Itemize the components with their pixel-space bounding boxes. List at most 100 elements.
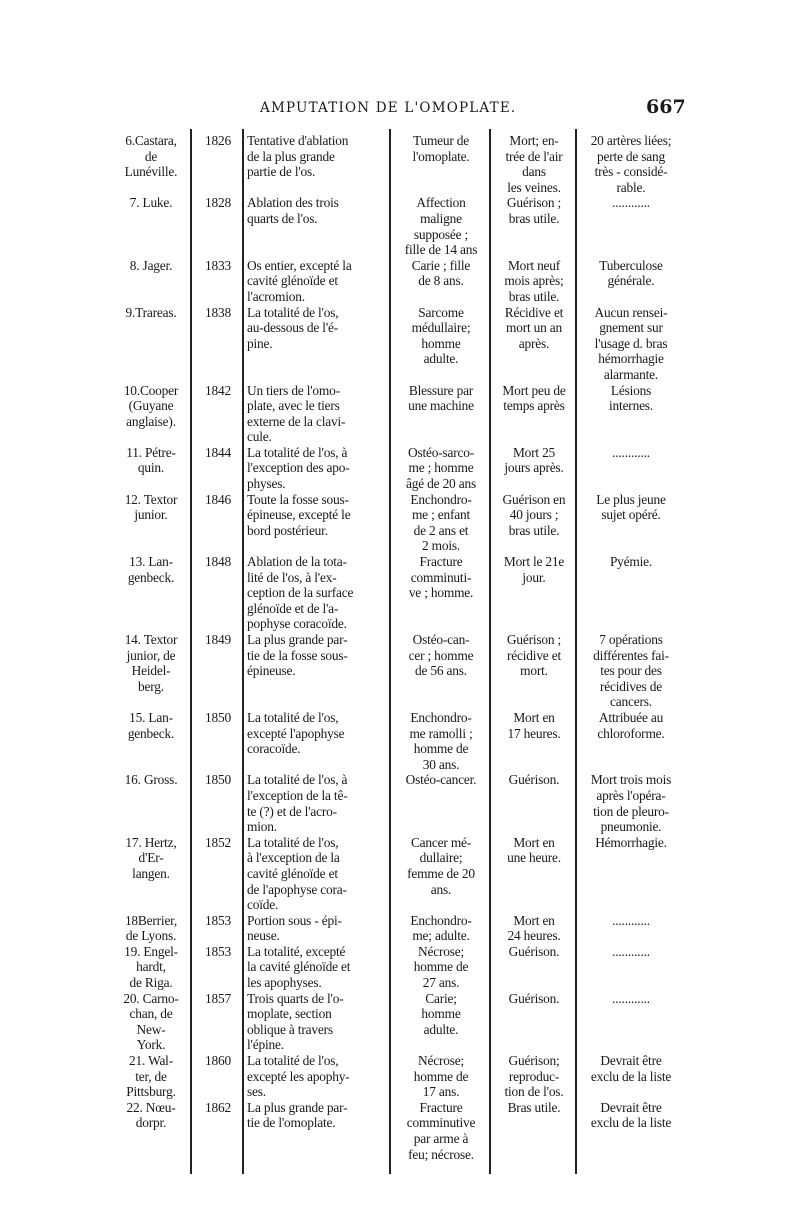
operation-cell: La totalité, excepté la cavité glénoïde …	[247, 943, 351, 991]
cause-cell: Nécrose; homme de 17 ans.	[413, 1053, 469, 1100]
operation-cell: La totalité de l'os, à l'exception de la…	[247, 772, 348, 835]
remarks-cell: Devrait être exclu de la liste	[590, 1053, 672, 1084]
table-row: 22. Nœu- dorpr. 1862 La plus grande par- t…	[0, 1100, 800, 1162]
case-name-cell: 10.Cooper (Guyane anglaise).	[123, 382, 179, 429]
operation-cell: La totalité de l'os, excepté les apophy-…	[247, 1053, 350, 1100]
result-cell: Bras utile.	[507, 1099, 561, 1115]
operation-cell: Tentative d'ablation de la plus grande p…	[247, 133, 349, 180]
table-row: 21. Wal- ter, de Pittsburg. 1860 La totali…	[0, 1053, 800, 1100]
case-name-cell: 14. Textor junior, de Heidel- berg.	[124, 632, 178, 694]
table-row: 12. Textor junior. 1846 Toute la fosse sou…	[0, 492, 800, 554]
cases-table: 6.Castara, de Lunéville. 1826 Tentative d'…	[0, 129, 800, 1175]
case-name-cell: 12. Textor junior.	[124, 491, 178, 523]
operation-cell: Portion sous - épi- neuse.	[247, 912, 342, 944]
result-cell: Mort; en- trée de l'air dans les veines.	[505, 133, 563, 195]
remarks-cell: Aucun rensei- gnement sur l'usage d. bra…	[594, 304, 668, 382]
case-name-cell: 11. Pétre- quin.	[126, 444, 176, 476]
table-row: 8. Jager. 1833 Os entier, excepté la cavit…	[0, 258, 800, 305]
remarks-cell: Devrait être exclu de la liste	[590, 1099, 672, 1131]
table-row: 18Berrier, de Lyons. 1853 Portion sous - é…	[0, 913, 800, 944]
year-cell: 1857	[205, 990, 231, 1006]
column-rule	[489, 129, 491, 1175]
result-cell: Mort le 21e jour.	[503, 554, 565, 585]
case-name-cell: 19. Engel- hardt, de Riga.	[124, 943, 178, 991]
operation-cell: La totalité de l'os, au-dessous de l'é- …	[247, 304, 339, 351]
operation-cell: Ablation des trois quarts de l'os.	[247, 195, 339, 226]
cause-cell: Fracture comminuti- ve ; homme.	[408, 554, 474, 601]
operation-cell: Un tiers de l'omo- plate, avec le tiers …	[247, 382, 346, 445]
year-cell: 1850	[205, 709, 231, 725]
cause-cell: Sarcome médullaire; homme adulte.	[411, 304, 471, 367]
case-name-cell: 9.Trareas.	[125, 304, 177, 320]
result-cell: Récidive et mort un an après.	[504, 304, 564, 351]
column-rule	[389, 129, 391, 1175]
running-head: AMPUTATION DE L'OMOPLATE.	[260, 100, 517, 116]
case-name-cell: 13. Lan- genbeck.	[127, 554, 175, 585]
remarks-cell: 20 artères liées; perte de sang très - c…	[590, 133, 672, 195]
result-cell: Mort en 24 heures.	[507, 912, 561, 944]
case-name-cell: 22. Nœu- dorpr.	[126, 1099, 176, 1131]
year-cell: 1849	[205, 632, 231, 647]
operation-cell: La plus grande par- tie de l'omoplate.	[247, 1099, 348, 1131]
remarks-cell: ............	[612, 943, 650, 959]
case-name-cell: 16. Gross.	[124, 772, 178, 788]
year-cell: 1860	[205, 1053, 231, 1069]
cause-cell: Tumeur de l'omoplate.	[412, 133, 470, 164]
case-name-cell: 18Berrier, de Lyons.	[124, 912, 178, 944]
remarks-cell: Hémorrhagie.	[595, 834, 667, 850]
result-cell: Mort en 17 heures.	[507, 709, 561, 741]
remarks-cell: Attribuée au chloroforme.	[597, 709, 665, 741]
cause-cell: Ostéo-cancer.	[405, 772, 477, 788]
operation-cell: La plus grande par- tie de la fosse sous…	[247, 632, 348, 679]
year-cell: 1828	[205, 195, 231, 211]
table-row: 17. Hertz, d'Er- langen. 1852 La totalité …	[0, 835, 800, 913]
remarks-cell: Tuberculose générale.	[599, 257, 663, 289]
cause-cell: Cancer mé- dullaire; femme de 20 ans.	[407, 834, 475, 897]
case-name-cell: 8. Jager.	[129, 257, 173, 273]
table-row: 15. Lan- genbeck. 1850 La totalité de l'os…	[0, 710, 800, 772]
cause-cell: Nécrose; homme de 27 ans.	[413, 943, 469, 991]
year-cell: 1833	[205, 257, 231, 273]
table-row: 13. Lan- genbeck. 1848 Ablation de la tota…	[0, 554, 800, 632]
table-row: 14. Textor junior, de Heidel- berg. 1849 L…	[0, 632, 800, 710]
cause-cell: Affection maligne supposée ; fille de 14…	[404, 195, 478, 258]
result-cell: Guérison ; récidive et mort.	[506, 632, 562, 679]
column-rule	[575, 129, 577, 1175]
table-row: 9.Trareas. 1838 La totalité de l'os, au-de…	[0, 305, 800, 383]
cause-cell: Ostéo-can- cer ; homme de 56 ans.	[408, 632, 474, 679]
case-name-cell: 20. Carno- chan, de New- York.	[123, 990, 179, 1053]
result-cell: Guérison; reproduc- tion de l'os.	[504, 1053, 564, 1100]
remarks-cell: Lésions internes.	[609, 382, 653, 414]
column-rule	[190, 129, 192, 1175]
remarks-cell: Mort trois mois après l'opéra- tion de p…	[590, 772, 672, 835]
operation-cell: Toute la fosse sous- épineuse, excepté l…	[247, 491, 351, 538]
cause-cell: Fracture comminutive par arme à feu; néc…	[406, 1099, 476, 1162]
result-cell: Guérison.	[508, 990, 560, 1006]
remarks-cell: ............	[612, 990, 650, 1006]
year-cell: 1846	[205, 491, 231, 507]
operation-cell: La totalité de l'os, excepté l'apophyse …	[247, 709, 345, 757]
remarks-cell: ............	[612, 195, 650, 211]
cause-cell: Enchondro- me; adulte.	[410, 912, 472, 944]
operation-cell: Ablation de la tota- lité de l'os, à l'e…	[247, 554, 354, 632]
result-cell: Mort 25 jours après.	[504, 444, 564, 476]
cause-cell: Ostéo-sarco- me ; homme âgé de 20 ans	[406, 444, 476, 492]
result-cell: Guérison.	[508, 943, 560, 959]
operation-cell: La totalité de l'os, à l'exception des a…	[247, 444, 350, 492]
year-cell: 1862	[205, 1099, 231, 1115]
year-cell: 1842	[205, 382, 231, 398]
remarks-cell: Le plus jeune sujet opéré.	[596, 491, 666, 523]
cause-cell: Carie; homme adulte.	[421, 990, 461, 1037]
year-cell: 1844	[205, 444, 231, 460]
table-row: 16. Gross. 1850 La totalité de l'os, à l'e…	[0, 772, 800, 834]
remarks-cell: ............	[612, 444, 650, 460]
cause-cell: Enchondro- me ; enfant de 2 ans et 2 moi…	[410, 491, 472, 554]
cause-cell: Blessure par une machine	[408, 382, 474, 414]
year-cell: 1853	[205, 943, 231, 959]
operation-cell: La totalité de l'os, à l'exception de la…	[247, 834, 347, 913]
remarks-cell: 7 opérations différentes fai- tes pour d…	[593, 632, 669, 710]
case-name-cell: 6.Castara, de Lunéville.	[124, 133, 178, 180]
result-cell: Mort en une heure.	[507, 834, 561, 866]
table-row: 7. Luke. 1828 Ablation des trois quarts de…	[0, 195, 800, 257]
operation-cell: Os entier, excepté la cavité glénoïde et…	[247, 257, 352, 304]
